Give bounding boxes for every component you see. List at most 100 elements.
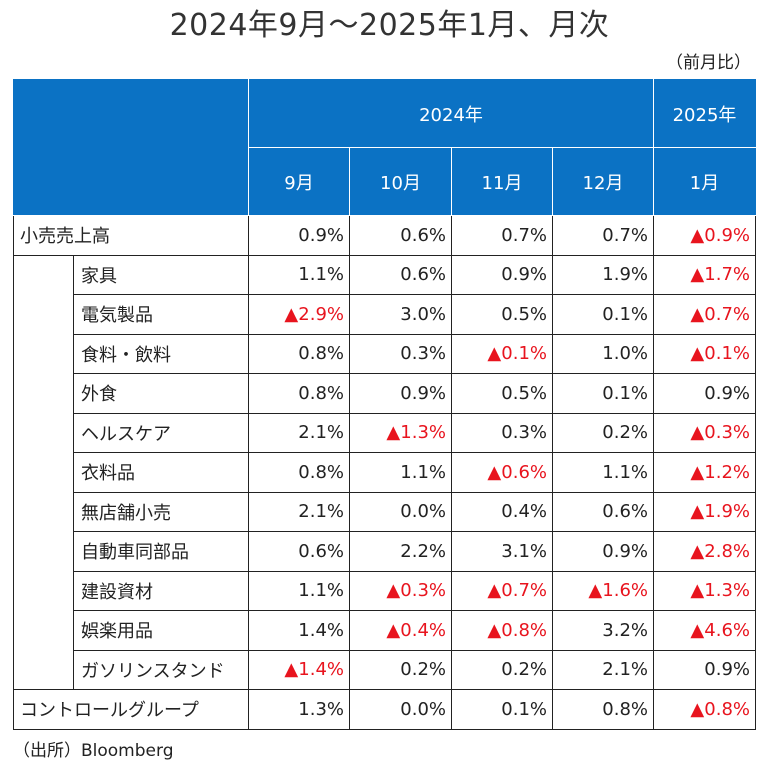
value-cell: ▲0.3% [349,570,452,611]
value-cell: 0.3% [451,412,553,453]
row-label: 建設資材 [73,570,249,611]
page-title: 2024年9月～2025年1月、月次 [169,8,610,43]
header-row-years: 2024年 2025年 [13,79,756,216]
header-month: 10月 [349,147,452,216]
table-row: 建設資材 1.1% ▲0.3% ▲0.7% ▲1.6% ▲1.3% [13,570,756,611]
value-cell: 0.3% [349,333,452,374]
value-cell: 0.0% [349,491,452,532]
value-cell: 2.2% [349,531,452,572]
value-cell: ▲0.8% [451,610,553,651]
value-cell: 1.9% [552,254,654,295]
retail-sales-table: 2024年 2025年 9月 10月 11月 12月 1月 小売売上高 0.9%… [13,79,756,730]
value-cell: ▲0.7% [451,570,553,611]
indent-cell [13,413,74,453]
row-label: コントロールグループ [13,689,249,730]
indent-cell [13,373,74,413]
table-row: 自動車同部品 0.6% 2.2% 3.1% 0.9% ▲2.8% [13,531,756,572]
value-cell: 0.8% [248,373,350,414]
value-cell: 0.7% [451,215,553,256]
value-cell: ▲1.2% [653,452,756,493]
row-label: 家具 [73,254,249,295]
source-note: （出所）Bloomberg [13,741,174,761]
header-row-months: 9月 10月 11月 12月 1月 [14,147,756,216]
table-row: 電気製品 ▲2.9% 3.0% 0.5% 0.1% ▲0.7% [13,294,756,335]
value-cell: 0.9% [248,215,350,256]
row-label: ヘルスケア [73,412,249,453]
value-cell: 0.6% [349,254,452,295]
value-cell: 0.5% [451,294,553,335]
value-cell: ▲0.3% [653,412,756,453]
value-cell: ▲0.1% [653,333,756,374]
value-cell: 0.9% [349,373,452,414]
table-row: 無店舗小売 2.1% 0.0% 0.4% 0.6% ▲1.9% [13,491,756,532]
table-row: ガソリンスタンド ▲1.4% 0.2% 0.2% 2.1% 0.9% [13,649,756,690]
value-cell: 0.9% [653,373,756,414]
value-cell: 0.8% [248,452,350,493]
row-label: 自動車同部品 [73,531,249,572]
value-cell: 1.1% [349,452,452,493]
row-label: ガソリンスタンド [73,649,249,690]
value-cell: ▲0.6% [451,452,553,493]
value-cell: 0.0% [349,689,452,730]
value-cell: ▲0.4% [349,610,452,651]
value-cell: 0.1% [552,294,654,335]
indent-cell [13,254,74,295]
unit-note: （前月比） [666,53,751,73]
value-cell: 3.1% [451,531,553,572]
value-cell: 0.1% [451,689,553,730]
indent-cell [13,294,74,334]
value-cell: ▲0.7% [653,294,756,335]
value-cell: ▲1.3% [653,570,756,611]
header-year-2025: 2025年 [653,79,756,148]
value-cell: 3.0% [349,294,452,335]
table-row: 外食 0.8% 0.9% 0.5% 0.1% 0.9% [13,373,756,414]
value-cell: 0.6% [349,215,452,256]
value-cell: 0.6% [552,491,654,532]
value-cell: 0.9% [451,254,553,295]
row-label: 外食 [73,373,249,414]
row-label: 小売売上高 [13,215,249,256]
value-cell: ▲1.6% [552,570,654,611]
value-cell: 0.9% [653,649,756,690]
row-label: 食料・飲料 [73,333,249,374]
header-month: 1月 [653,147,756,216]
table-row: 食料・飲料 0.8% 0.3% ▲0.1% 1.0% ▲0.1% [13,333,756,374]
indent-cell [13,492,74,532]
table-row: 衣料品 0.8% 1.1% ▲0.6% 1.1% ▲1.2% [13,452,756,493]
indent-cell [13,452,74,492]
table-row: コントロールグループ 1.3% 0.0% 0.1% 0.8% ▲0.8% [13,689,756,730]
value-cell: 0.2% [451,649,553,690]
value-cell: ▲0.8% [653,689,756,730]
value-cell: 0.2% [552,412,654,453]
value-cell: ▲1.7% [653,254,756,295]
row-label: 娯楽用品 [73,610,249,651]
value-cell: ▲1.4% [248,649,350,690]
value-cell: 0.4% [451,491,553,532]
indent-cell [13,610,74,650]
value-cell: ▲2.8% [653,531,756,572]
header-month: 12月 [552,147,654,216]
value-cell: ▲1.9% [653,491,756,532]
indent-cell [13,571,74,611]
value-cell: 1.4% [248,610,350,651]
value-cell: 0.6% [248,531,350,572]
header-year-2024: 2024年 [248,79,654,148]
value-cell: 0.2% [349,649,452,690]
value-cell: 0.8% [248,333,350,374]
value-cell: 2.1% [248,412,350,453]
table-row: 娯楽用品 1.4% ▲0.4% ▲0.8% 3.2% ▲4.6% [13,610,756,651]
value-cell: 2.1% [248,491,350,532]
value-cell: 0.8% [552,689,654,730]
value-cell: 0.9% [552,531,654,572]
value-cell: 1.1% [552,452,654,493]
value-cell: 3.2% [552,610,654,651]
value-cell: 1.3% [248,689,350,730]
value-cell: 2.1% [552,649,654,690]
value-cell: 0.1% [552,373,654,414]
table-row: ヘルスケア 2.1% ▲1.3% 0.3% 0.2% ▲0.3% [13,412,756,453]
table-row: 小売売上高 0.9% 0.6% 0.7% 0.7% ▲0.9% [13,215,756,256]
indent-cell [13,531,74,571]
row-label: 衣料品 [73,452,249,493]
value-cell: ▲0.1% [451,333,553,374]
value-cell: 0.7% [552,215,654,256]
